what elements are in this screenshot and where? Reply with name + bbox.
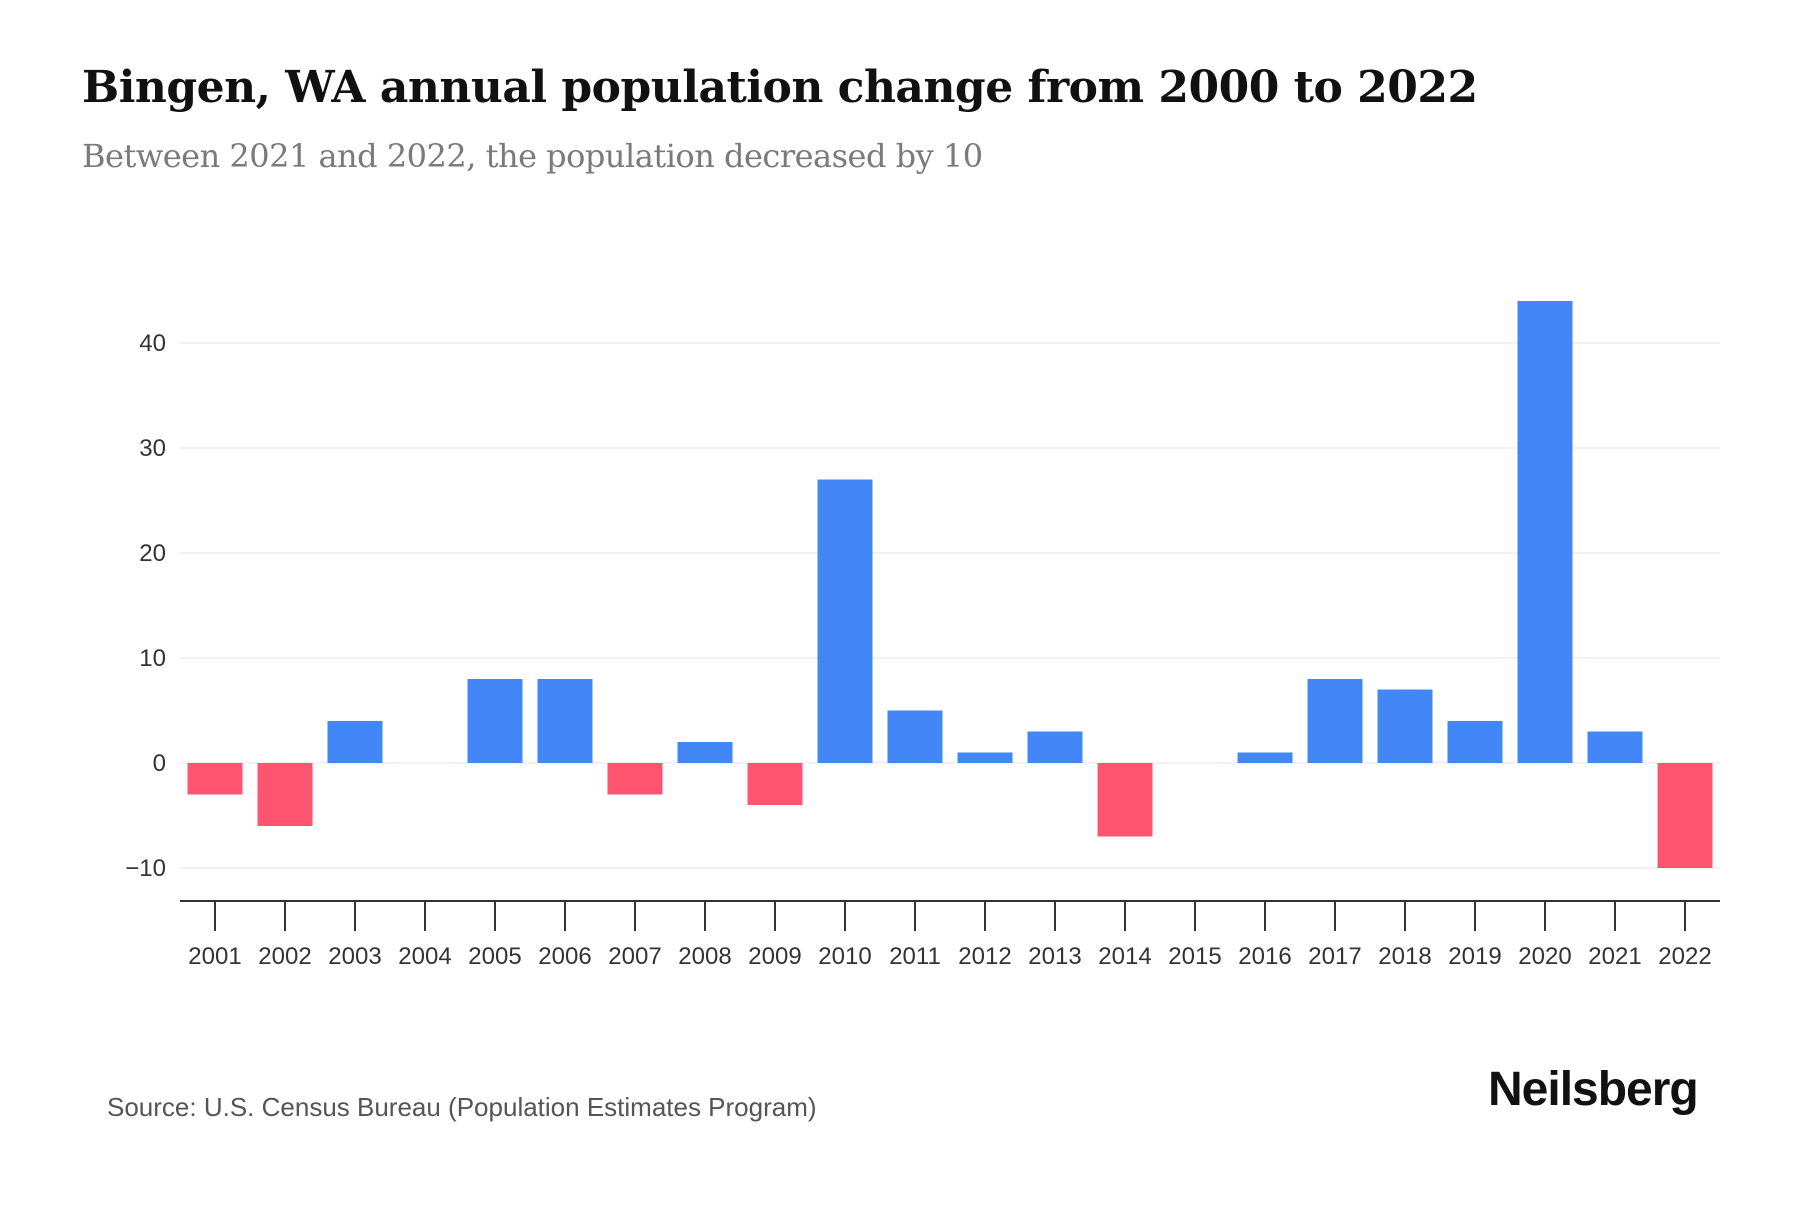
bar-2016 — [1238, 753, 1293, 764]
bars — [188, 301, 1713, 868]
x-tick-label: 2015 — [1168, 943, 1221, 970]
bar-2018 — [1378, 690, 1433, 764]
x-tick-label: 2012 — [958, 943, 1011, 970]
bar-2022 — [1658, 763, 1713, 868]
bar-2020 — [1518, 301, 1573, 763]
y-axis-labels: −10 0 10 20 30 40 — [125, 330, 166, 882]
x-tick-label: 2008 — [678, 943, 731, 970]
y-tick-label: 40 — [139, 330, 166, 357]
x-tick-label: 2007 — [608, 943, 661, 970]
bar-2003 — [328, 721, 383, 763]
bar-2010 — [818, 480, 873, 764]
x-tick-label: 2005 — [468, 943, 521, 970]
x-tick-label: 2003 — [328, 943, 381, 970]
bar-2005 — [468, 679, 523, 763]
y-tick-label: 30 — [139, 435, 166, 462]
y-tick-label: 0 — [153, 750, 166, 777]
x-tick-label: 2004 — [398, 943, 451, 970]
x-tick-label: 2019 — [1448, 943, 1501, 970]
bar-2008 — [678, 742, 733, 763]
bar-2019 — [1448, 721, 1503, 763]
bar-2013 — [1028, 732, 1083, 764]
x-tick-label: 2009 — [748, 943, 801, 970]
y-tick-label: 10 — [139, 645, 166, 672]
bar-2017 — [1308, 679, 1363, 763]
x-axis: 2001 2002 2003 2004 2005 2006 2007 2008 2009 2010… — [180, 901, 1720, 970]
x-tick-label: 2016 — [1238, 943, 1291, 970]
bar-2007 — [608, 763, 663, 795]
bar-2021 — [1588, 732, 1643, 764]
bar-2002 — [258, 763, 313, 826]
bar-2014 — [1098, 763, 1153, 837]
x-tick-label: 2018 — [1378, 943, 1431, 970]
y-tick-label: 20 — [139, 540, 166, 567]
x-tick-label: 2002 — [258, 943, 311, 970]
x-tick-label: 2011 — [889, 943, 941, 970]
bar-2001 — [188, 763, 243, 795]
source-note: Source: U.S. Census Bureau (Population E… — [107, 1092, 817, 1123]
x-tick-label: 2020 — [1518, 943, 1571, 970]
neilsberg-logo: Neilsberg — [1488, 1062, 1698, 1117]
bar-2011 — [888, 711, 943, 764]
y-tick-label: −10 — [125, 855, 166, 882]
x-tick-label: 2006 — [538, 943, 591, 970]
bar-2006 — [538, 679, 593, 763]
gridlines — [180, 343, 1720, 868]
bar-2009 — [748, 763, 803, 805]
x-tick-label: 2013 — [1028, 943, 1081, 970]
x-tick-label: 2017 — [1308, 943, 1361, 970]
bar-2012 — [958, 753, 1013, 764]
x-tick-label: 2001 — [188, 943, 241, 970]
x-tick-label: 2021 — [1588, 943, 1641, 970]
x-tick-label: 2022 — [1658, 943, 1711, 970]
x-tick-label: 2014 — [1098, 943, 1151, 970]
x-tick-label: 2010 — [818, 943, 871, 970]
